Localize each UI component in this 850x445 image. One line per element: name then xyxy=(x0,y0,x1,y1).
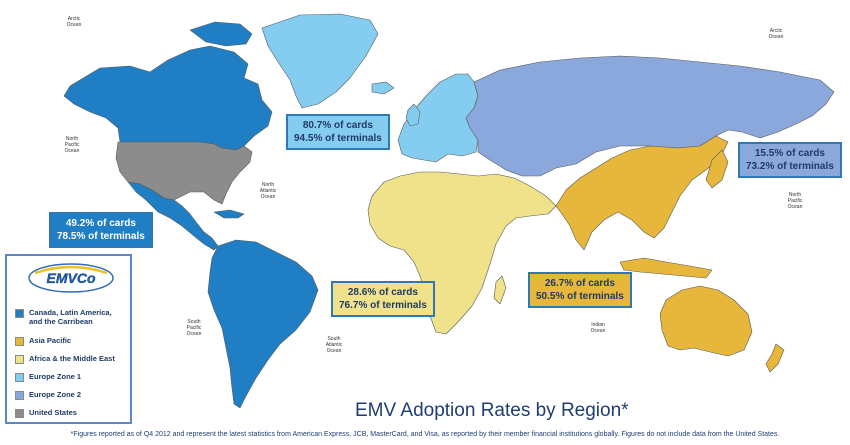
legend-swatch xyxy=(15,373,24,382)
ocean-label-arctic-left: Arctic Ocean xyxy=(67,16,82,28)
legend-item-europe-zone-1: Europe Zone 1 xyxy=(15,372,127,382)
stat-box-canada-latam: 49.2% of cards 78.5% of terminals xyxy=(49,212,153,248)
region-caribbean xyxy=(213,209,245,219)
region-usa xyxy=(115,141,253,205)
region-indonesia xyxy=(619,257,713,279)
stat-box-asia-pacific: 26.7% of cards 50.5% of terminals xyxy=(528,272,632,308)
legend-label: Africa & the Middle East xyxy=(29,354,115,363)
legend-label: Canada, Latin America, and the Carribean xyxy=(29,308,112,326)
region-africa-middle-east xyxy=(367,171,557,335)
legend-swatch xyxy=(15,409,24,418)
region-canada-islands xyxy=(189,21,253,47)
legend-swatch xyxy=(15,391,24,400)
stat-box-europe-zone-2: 15.5% of cards 73.2% of terminals xyxy=(738,142,842,178)
legend-label: Europe Zone 1 xyxy=(29,372,82,381)
stat-europe-zone-1-terminals: 94.5% of terminals xyxy=(294,133,382,144)
legend-swatch xyxy=(15,337,24,346)
ocean-label-south-atlantic: South Atlantic Ocean xyxy=(326,336,343,354)
region-uk xyxy=(405,103,421,127)
legend-swatch xyxy=(15,355,24,364)
legend-label: United States xyxy=(29,408,77,417)
region-japan xyxy=(705,149,729,189)
svg-text:EMVCo: EMVCo xyxy=(47,270,96,286)
stat-europe-zone-2-cards: 15.5% of cards xyxy=(754,148,825,159)
stat-asia-pacific-cards: 26.7% of cards xyxy=(544,278,615,289)
stat-box-europe-zone-1: 80.7% of cards 94.5% of terminals xyxy=(286,114,390,150)
ocean-label-north-pacific: North Pacific Ocean xyxy=(65,136,80,154)
stat-canada-latam-terminals: 78.5% of terminals xyxy=(57,231,145,242)
footnote: *Figures reported as of Q4 2012 and repr… xyxy=(70,431,780,438)
region-australia xyxy=(659,285,753,357)
ocean-label-south-pacific: South Pacific Ocean xyxy=(187,319,202,337)
map-title: EMV Adoption Rates by Region* xyxy=(355,400,629,421)
stat-africa-middle-east-terminals: 76.7% of terminals xyxy=(339,300,427,311)
region-asia-pacific xyxy=(555,135,729,251)
stat-africa-middle-east-cards: 28.6% of cards xyxy=(347,287,418,298)
ocean-label-north-pacific-right: North Pacific Ocean xyxy=(788,192,803,210)
ocean-label-north-atlantic: North Atlantic Ocean xyxy=(260,182,277,200)
legend-item-europe-zone-2: Europe Zone 2 xyxy=(15,390,127,400)
region-greenland xyxy=(261,13,379,109)
region-iceland xyxy=(371,81,395,95)
legend-item-canada-latam: Canada, Latin America, and the Carribean xyxy=(15,308,127,326)
stat-box-africa-middle-east: 28.6% of cards 76.7% of terminals xyxy=(331,281,435,317)
legend-label: Europe Zone 2 xyxy=(29,390,82,399)
region-new-zealand xyxy=(765,343,785,373)
legend-item-africa-middle-east: Africa & the Middle East xyxy=(15,354,127,364)
legend-item-asia-pacific: Asia Pacific xyxy=(15,336,127,346)
stat-asia-pacific-terminals: 50.5% of terminals xyxy=(536,291,624,302)
ocean-label-arctic-right: Arctic Ocean xyxy=(769,28,784,40)
legend-label: Asia Pacific xyxy=(29,336,72,345)
legend: EMVCo Canada, Latin America, and the Car… xyxy=(5,254,132,424)
legend-swatch xyxy=(15,309,24,318)
ocean-label-indian: Indian Ocean xyxy=(591,322,606,334)
stat-europe-zone-1-cards: 80.7% of cards xyxy=(302,120,373,131)
stat-europe-zone-2-terminals: 73.2% of terminals xyxy=(746,161,834,172)
legend-item-united-states: United States xyxy=(15,408,127,418)
region-madagascar xyxy=(493,275,507,305)
stat-canada-latam-cards: 49.2% of cards xyxy=(65,218,136,229)
region-canada xyxy=(63,45,273,151)
emvco-logo: EMVCo xyxy=(28,263,114,293)
region-mexico xyxy=(127,181,219,251)
region-south-america xyxy=(207,239,319,409)
